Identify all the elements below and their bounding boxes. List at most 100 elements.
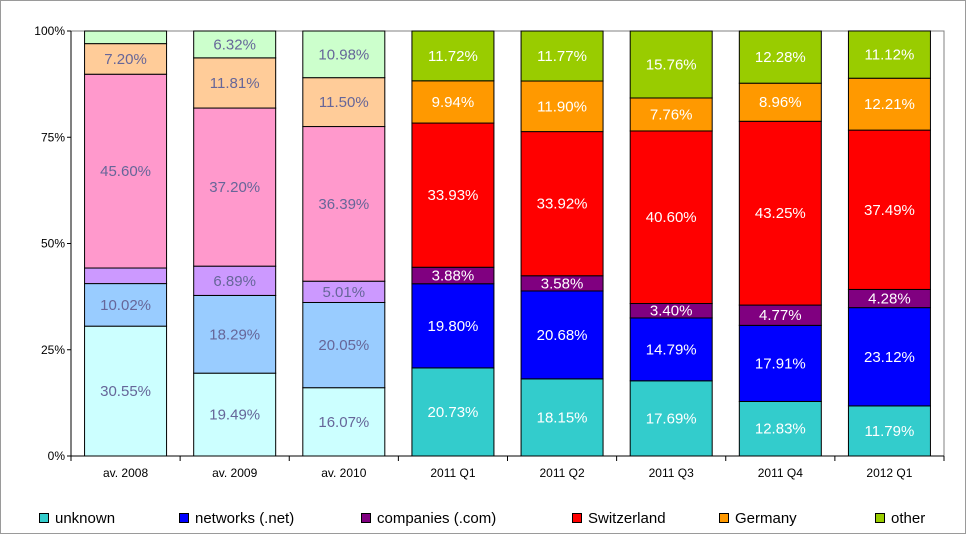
legend-label: Germany — [735, 509, 797, 527]
legend-item: unknown — [39, 510, 115, 527]
bar-segment — [738, 120, 822, 306]
bar-segment — [520, 80, 604, 133]
data-label: 17.91% — [755, 355, 806, 372]
bar-segment — [411, 367, 495, 457]
bar-segment — [193, 57, 277, 109]
legend-item: other — [875, 510, 925, 527]
x-tick-label: 2012 Q1 — [866, 466, 912, 480]
bar-segment — [738, 30, 822, 84]
legend-label: companies (.com) — [377, 509, 497, 527]
data-label: 12.28% — [755, 49, 806, 66]
data-label: 33.93% — [428, 187, 479, 204]
data-label: 12.21% — [864, 96, 915, 113]
data-label: 37.20% — [209, 179, 260, 196]
y-tick-label: 0% — [48, 449, 66, 463]
data-label: 10.98% — [318, 46, 369, 63]
bar-segment — [629, 97, 713, 132]
y-tick-label: 100% — [34, 24, 65, 38]
data-label: 8.96% — [759, 94, 802, 111]
data-label: 30.55% — [100, 383, 151, 400]
legend: unknown networks (.net) companies (.com) Sw… — [39, 508, 959, 528]
data-label: 11.77% — [537, 48, 587, 65]
legend-label: other — [891, 509, 926, 527]
legend-swatch — [719, 513, 729, 523]
data-label: 18.15% — [537, 409, 588, 426]
data-label: 40.60% — [646, 209, 697, 226]
bar-segment — [629, 380, 713, 457]
legend-item: Germany — [719, 510, 797, 527]
bar-segment — [520, 131, 604, 277]
bar-segment — [847, 77, 931, 131]
bar-segment — [520, 378, 604, 457]
bar-segment — [738, 82, 822, 122]
data-label: 3.88% — [432, 268, 475, 285]
bar-segment — [84, 325, 168, 457]
data-label: 3.40% — [650, 303, 693, 320]
legend-swatch — [572, 513, 582, 523]
legend-swatch — [179, 513, 189, 523]
bar-segment — [847, 30, 931, 79]
data-label: 5.01% — [323, 284, 366, 301]
data-label: 23.12% — [864, 349, 915, 366]
x-tick-label: av. 2008 — [103, 466, 148, 480]
bar-segment — [302, 77, 386, 128]
data-label: 20.05% — [318, 337, 369, 354]
legend-swatch — [361, 513, 371, 523]
bar-segment — [84, 30, 168, 45]
x-tick-label: 2011 Q3 — [649, 466, 694, 480]
data-label: 6.32% — [213, 36, 256, 53]
data-label: 4.77% — [759, 307, 802, 324]
data-label: 19.49% — [209, 407, 260, 424]
bar-segment — [738, 400, 822, 457]
legend-item: networks (.net) — [179, 510, 294, 527]
bar-segment — [411, 30, 495, 82]
bar-segment — [193, 30, 277, 59]
data-label: 11.90% — [537, 98, 587, 115]
data-label: 16.07% — [318, 414, 369, 431]
y-tick-label: 50% — [41, 237, 65, 251]
data-label: 6.89% — [213, 273, 256, 290]
data-label: 7.76% — [650, 106, 693, 123]
data-label: 7.20% — [104, 51, 147, 68]
bar-segment — [302, 30, 386, 79]
data-label: 45.60% — [100, 163, 151, 180]
bar-segment — [847, 307, 931, 407]
x-tick-label: 2011 Q4 — [758, 466, 803, 480]
x-tick-label: 2011 Q1 — [430, 466, 475, 480]
y-tick-label: 25% — [41, 343, 65, 357]
bar-segment — [302, 387, 386, 457]
data-label: 11.50% — [319, 94, 369, 111]
bar-segment — [629, 30, 713, 99]
data-label: 11.12% — [865, 47, 915, 64]
data-label: 15.76% — [646, 56, 697, 73]
bar-segment — [84, 43, 168, 75]
legend-item: Switzerland — [572, 510, 666, 527]
data-label: 10.02% — [100, 297, 151, 314]
data-label: 11.72% — [428, 48, 478, 65]
bar-segment — [629, 317, 713, 382]
bar-segment — [520, 30, 604, 82]
bar-segment — [520, 290, 604, 380]
bar-segment — [302, 126, 386, 282]
x-tick-label: av. 2009 — [212, 466, 257, 480]
legend-label: Switzerland — [588, 509, 666, 527]
data-label: 37.49% — [864, 202, 915, 219]
x-tick-label: 2011 Q2 — [539, 466, 584, 480]
data-label: 20.68% — [537, 327, 588, 344]
data-label: 36.39% — [318, 196, 369, 213]
data-label: 11.81% — [210, 75, 260, 92]
data-label: 14.79% — [646, 341, 697, 358]
data-label: 12.83% — [755, 421, 806, 438]
data-label: 20.73% — [428, 404, 479, 421]
legend-swatch — [39, 513, 49, 523]
bar-segment — [302, 301, 386, 389]
data-label: 43.25% — [755, 205, 806, 222]
data-label: 9.94% — [432, 94, 475, 111]
bar-segment — [193, 265, 277, 296]
x-tick-label: av. 2010 — [321, 466, 366, 480]
bar-segment — [629, 130, 713, 305]
data-label: 3.58% — [541, 275, 584, 292]
data-label: 4.28% — [868, 291, 911, 308]
